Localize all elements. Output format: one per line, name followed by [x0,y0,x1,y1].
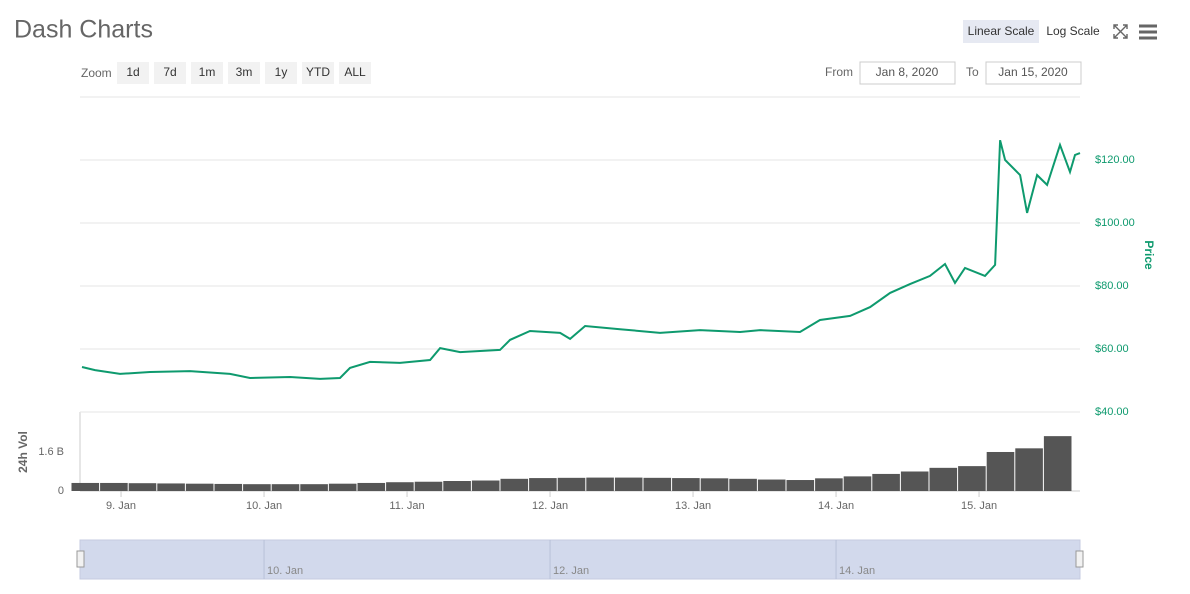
price-axis-title: Price [1142,240,1156,270]
x-tick-label: 10. Jan [246,500,282,512]
volume-bar [1015,448,1043,491]
y-tick-label: $40.00 [1095,406,1129,418]
volume-bar [271,484,300,491]
navigator-tick-label: 14. Jan [839,565,875,577]
x-tick-label: 14. Jan [818,500,854,512]
volume-bar [672,478,700,491]
volume-bar [958,466,986,491]
x-tick-label: 11. Jan [389,500,424,512]
volume-bar [815,478,843,491]
zoom-button-bg[interactable] [117,62,149,84]
from-input[interactable] [859,61,956,85]
y-tick-label: $80.00 [1095,280,1129,292]
volume-bar [872,473,900,491]
volume-bar [929,467,958,491]
fullscreen-icon[interactable] [1113,24,1128,39]
volume-bar [643,477,672,491]
navigator-tick-label: 12. Jan [553,565,589,577]
to-label: To [966,65,979,79]
volume-bar [414,481,443,491]
zoom-button[interactable]: 1y [275,65,288,79]
volume-bar [900,471,929,491]
volume-bar [214,483,243,491]
zoom-button-bg[interactable] [191,62,223,84]
volume-bar [300,484,328,491]
zoom-button[interactable]: 7d [163,65,176,79]
volume-bar [185,483,214,491]
y-tick-label: 0 [58,485,64,497]
volume-bar [471,480,500,491]
volume-bar [71,482,100,491]
y-tick-label: 1.6 B [38,446,64,458]
volume-bar [729,478,757,491]
zoom-button[interactable]: ALL [344,65,366,79]
zoom-button-bg[interactable] [265,62,297,84]
x-tick-label: 13. Jan [675,500,711,512]
volume-bar [786,480,815,491]
volume-bar [157,483,185,491]
zoom-button-bg[interactable] [154,62,186,84]
volume-bar [614,477,643,491]
x-tick-label: 15. Jan [961,500,997,512]
volume-bar [700,478,729,491]
volume-bar [357,482,386,491]
volume-bar [557,477,586,491]
y-tick-label: $60.00 [1095,343,1129,355]
scale-button[interactable]: Linear Scale [968,24,1035,38]
volume-bar [128,483,157,491]
zoom-button[interactable]: 1m [199,65,216,79]
menu-icon[interactable] [1139,24,1157,40]
volume-bar [500,478,529,491]
volume-bar [843,476,872,491]
zoom-button[interactable]: 1d [126,65,139,79]
zoom-button-bg[interactable] [339,62,371,84]
scale-button-bg[interactable] [963,20,1039,43]
volume-bar [529,478,557,491]
zoom-label: Zoom [81,66,112,80]
volume-bar [243,484,271,491]
x-tick-label: 12. Jan [532,500,568,512]
price-line [81,139,1081,380]
y-tick-label: $100.00 [1095,217,1135,229]
zoom-button-bg[interactable] [228,62,260,84]
zoom-button[interactable]: 3m [236,65,253,79]
volume-bar [100,482,128,491]
navigator-handle[interactable] [76,550,85,568]
navigator-handle[interactable] [1075,550,1084,568]
zoom-button-bg[interactable] [302,62,334,84]
volume-bar [386,482,414,491]
volume-bar [586,477,614,491]
zoom-button[interactable]: YTD [306,65,330,79]
volume-bar [986,451,1015,491]
to-value[interactable]: Jan 15, 2020 [998,65,1068,79]
y-tick-label: $120.00 [1095,154,1135,166]
volume-axis-title: 24h Vol [16,431,30,473]
volume-bar [1043,436,1072,491]
from-label: From [825,65,853,79]
page-title: Dash Charts [14,16,153,44]
navigator-tick-label: 10. Jan [267,565,303,577]
volume-bar [328,483,357,491]
to-input[interactable] [985,61,1082,85]
volume-bar [757,479,786,491]
x-tick-label: 9. Jan [106,500,136,512]
scale-button[interactable]: Log Scale [1046,24,1100,38]
from-value[interactable]: Jan 8, 2020 [876,65,939,79]
volume-bar [443,481,471,491]
